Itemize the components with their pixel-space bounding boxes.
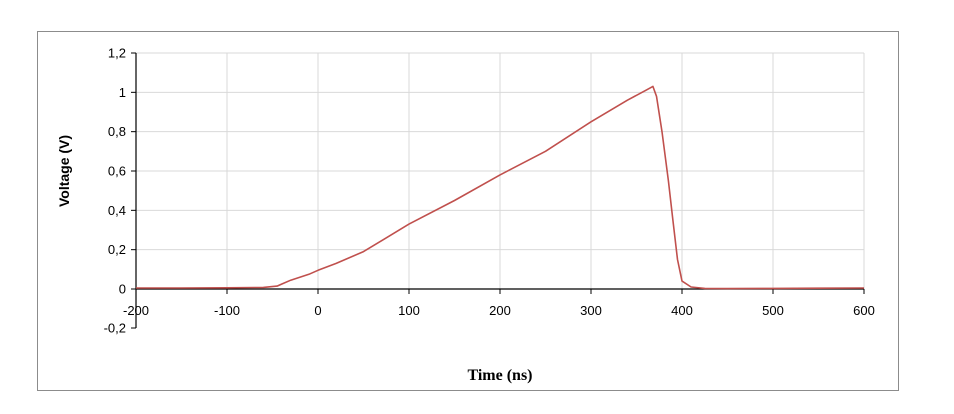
y-tick-label: 0,8 xyxy=(108,124,126,139)
y-axis-title: Voltage (V) xyxy=(56,135,72,207)
x-axis-title: Time (ns) xyxy=(467,367,532,384)
voltage-chart: -0,2 0 0,2 0,4 0,6 0,8 1 1,2 -200 -100 0 100 200 300 4… xyxy=(56,46,875,385)
chart-area: -0,2 0 0,2 0,4 0,6 0,8 1 1,2 -200 -100 0 100 200 300 4… xyxy=(37,31,899,391)
voltage-series-line xyxy=(136,85,865,290)
x-tick-label: 500 xyxy=(762,303,784,318)
axes xyxy=(131,52,865,329)
x-tick-label: -200 xyxy=(123,303,149,318)
x-tick-label: 600 xyxy=(853,303,875,318)
tick-labels: -0,2 0 0,2 0,4 0,6 0,8 1 1,2 -200 -100 0 100 200 300 4… xyxy=(104,46,875,336)
gridlines xyxy=(136,52,865,289)
y-tick-label: -0,2 xyxy=(104,321,126,336)
y-tick-label: 1,2 xyxy=(108,46,126,61)
x-tick-label: -100 xyxy=(214,303,240,318)
x-tick-label: 200 xyxy=(489,303,511,318)
x-tick-label: 400 xyxy=(671,303,693,318)
y-tick-label: 0,4 xyxy=(108,203,126,218)
y-tick-label: 0 xyxy=(119,282,126,297)
series-layer xyxy=(136,85,865,290)
y-tick-label: 0,2 xyxy=(108,242,126,257)
y-tick-label: 1 xyxy=(119,85,126,100)
x-tick-label: 300 xyxy=(580,303,602,318)
x-tick-label: 100 xyxy=(398,303,420,318)
y-tick-label: 0,6 xyxy=(108,164,126,179)
x-tick-label: 0 xyxy=(314,303,321,318)
